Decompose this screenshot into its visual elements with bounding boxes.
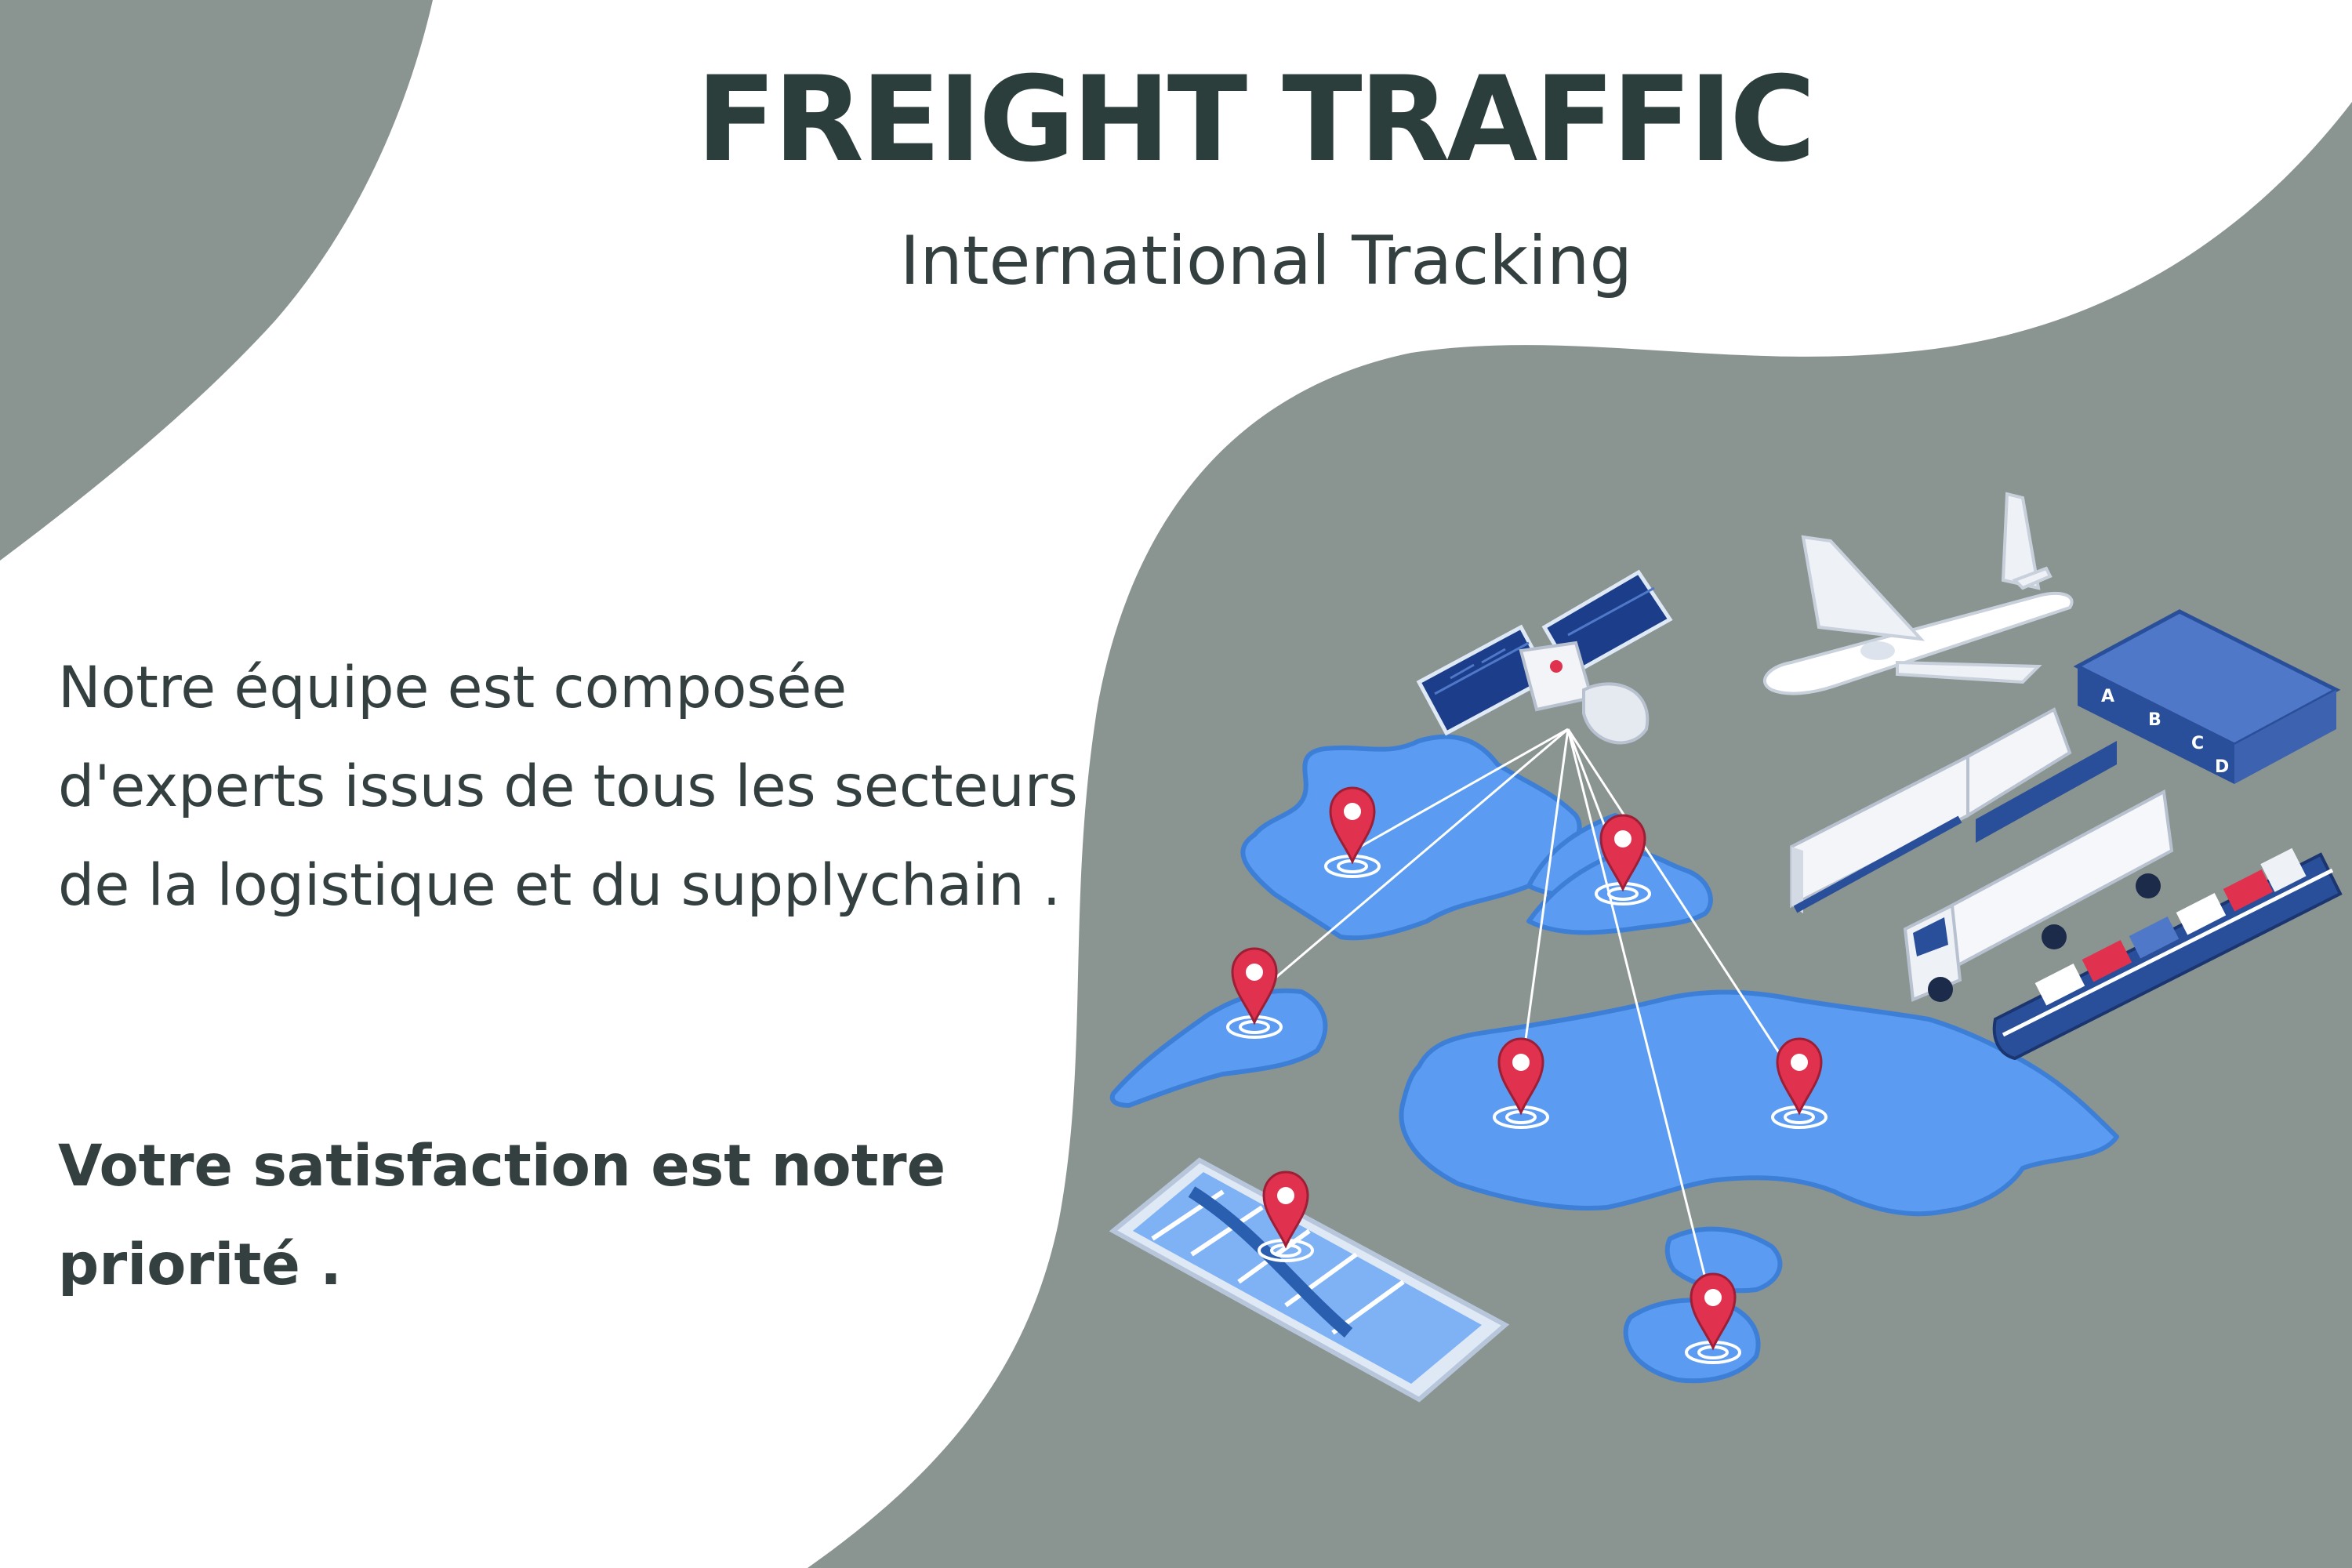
satellite-icon xyxy=(1416,569,1673,745)
continent-europe-uk xyxy=(1526,850,1713,935)
warehouse-door-label: B xyxy=(2148,710,2161,730)
smartphone-map-icon xyxy=(1109,1157,1510,1403)
warehouse-door-label: C xyxy=(2191,734,2204,753)
top-left-blob xyxy=(0,0,433,561)
page-subtitle: International Tracking xyxy=(899,222,1633,300)
warehouse-door-label: A xyxy=(2101,687,2114,706)
continent-south-america xyxy=(1109,988,1328,1108)
continent-north-america xyxy=(1240,734,1582,941)
warehouse-door-label: D xyxy=(2215,757,2229,777)
continent-asia-islands xyxy=(1664,1226,1783,1294)
warehouse-icon: A B C D xyxy=(2073,609,2341,784)
continent-australia xyxy=(1623,1298,1761,1384)
cargo-ship-icon xyxy=(1992,848,2343,1061)
ship-containers xyxy=(2034,848,2307,1006)
world-map xyxy=(1109,734,2119,1384)
page-title: FREIGHT TRAFFIC xyxy=(695,52,1816,188)
truck-icon xyxy=(1903,789,2174,1002)
description-text: Notre équipe est composée d'experts issu… xyxy=(58,655,1078,919)
freight-train-icon xyxy=(1790,707,2117,913)
airplane-icon xyxy=(1762,492,2074,695)
tagline-text: Votre satisfaction est notre priorité . xyxy=(58,1133,946,1298)
continent-eurasia-africa xyxy=(1399,989,2119,1217)
